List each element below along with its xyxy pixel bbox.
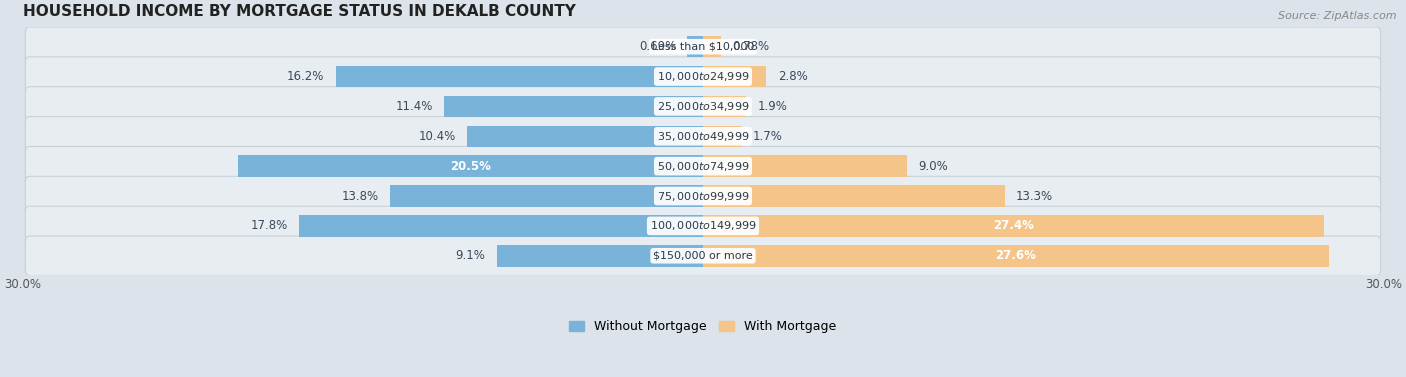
- Text: $25,000 to $34,999: $25,000 to $34,999: [657, 100, 749, 113]
- Bar: [238, 155, 703, 177]
- FancyBboxPatch shape: [25, 116, 1381, 156]
- Text: Source: ZipAtlas.com: Source: ZipAtlas.com: [1278, 11, 1396, 21]
- Text: $50,000 to $74,999: $50,000 to $74,999: [657, 160, 749, 173]
- Text: 17.8%: 17.8%: [250, 219, 288, 232]
- Text: 1.7%: 1.7%: [752, 130, 783, 143]
- Text: 0.69%: 0.69%: [638, 40, 676, 53]
- Bar: [688, 36, 703, 57]
- FancyBboxPatch shape: [25, 206, 1381, 245]
- FancyBboxPatch shape: [25, 236, 1381, 276]
- Bar: [703, 215, 1324, 237]
- Text: 27.6%: 27.6%: [995, 249, 1036, 262]
- Legend: Without Mortgage, With Mortgage: Without Mortgage, With Mortgage: [564, 315, 842, 338]
- Text: 27.4%: 27.4%: [993, 219, 1035, 232]
- Text: 13.8%: 13.8%: [342, 190, 378, 202]
- Text: $10,000 to $24,999: $10,000 to $24,999: [657, 70, 749, 83]
- Bar: [299, 215, 703, 237]
- Bar: [703, 36, 721, 57]
- FancyBboxPatch shape: [25, 57, 1381, 96]
- Text: 13.3%: 13.3%: [1017, 190, 1053, 202]
- Text: Less than $10,000: Less than $10,000: [652, 42, 754, 52]
- Text: HOUSEHOLD INCOME BY MORTGAGE STATUS IN DEKALB COUNTY: HOUSEHOLD INCOME BY MORTGAGE STATUS IN D…: [22, 4, 575, 19]
- Text: $100,000 to $149,999: $100,000 to $149,999: [650, 219, 756, 232]
- Bar: [496, 245, 703, 267]
- FancyBboxPatch shape: [25, 146, 1381, 186]
- Text: 2.8%: 2.8%: [778, 70, 807, 83]
- Bar: [336, 66, 703, 87]
- Text: 1.9%: 1.9%: [758, 100, 787, 113]
- Bar: [703, 96, 747, 117]
- Text: 10.4%: 10.4%: [419, 130, 456, 143]
- Bar: [467, 126, 703, 147]
- FancyBboxPatch shape: [25, 176, 1381, 216]
- Text: $35,000 to $49,999: $35,000 to $49,999: [657, 130, 749, 143]
- Text: 16.2%: 16.2%: [287, 70, 325, 83]
- Bar: [703, 66, 766, 87]
- Bar: [703, 126, 741, 147]
- Text: 20.5%: 20.5%: [450, 160, 491, 173]
- Bar: [444, 96, 703, 117]
- FancyBboxPatch shape: [25, 27, 1381, 66]
- Bar: [703, 245, 1329, 267]
- Text: 0.78%: 0.78%: [733, 40, 769, 53]
- Bar: [389, 185, 703, 207]
- Bar: [703, 155, 907, 177]
- FancyBboxPatch shape: [25, 87, 1381, 126]
- Text: $150,000 or more: $150,000 or more: [654, 251, 752, 261]
- Bar: [703, 185, 1005, 207]
- Text: $75,000 to $99,999: $75,000 to $99,999: [657, 190, 749, 202]
- Text: 9.1%: 9.1%: [456, 249, 485, 262]
- Text: 11.4%: 11.4%: [395, 100, 433, 113]
- Text: 9.0%: 9.0%: [918, 160, 948, 173]
